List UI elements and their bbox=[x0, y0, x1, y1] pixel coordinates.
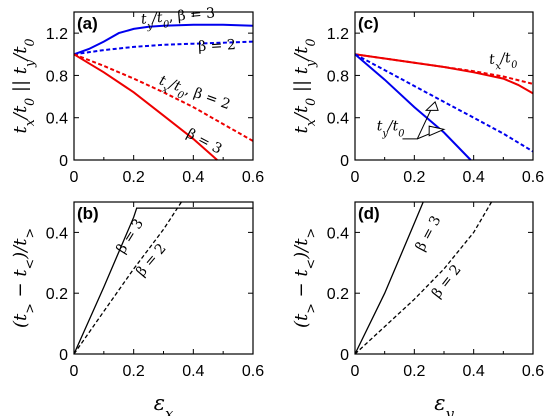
plot-frame bbox=[354, 201, 534, 355]
panel-tag: (c) bbox=[358, 14, 379, 33]
x-tick-label: 0 bbox=[70, 169, 79, 186]
x-tick-label: 0.6 bbox=[522, 169, 544, 186]
annotation: tx/t0, β = 2 bbox=[156, 73, 233, 118]
series-line bbox=[73, 53, 254, 142]
panel-b: 0 0.2 0.4 0.6 0 0.2 0.4 (b) (t> − t<)/t> εx β = 3β… bbox=[10, 201, 264, 416]
annotation: ty/t0 bbox=[377, 118, 405, 139]
x-tick-label: 0.4 bbox=[182, 363, 204, 380]
annotation: β = 2 bbox=[429, 262, 465, 302]
panel-tag: (a) bbox=[77, 14, 98, 33]
x-tick-label: 0.4 bbox=[463, 363, 485, 380]
plot-frame bbox=[73, 11, 254, 161]
y-tick-label: 0.8 bbox=[327, 68, 349, 85]
series-line bbox=[73, 40, 254, 56]
x-tick-label: 0.2 bbox=[403, 169, 425, 186]
y-tick-label: 0.2 bbox=[46, 286, 68, 303]
y-tick-label: 0.4 bbox=[327, 225, 349, 242]
panel-tag: (d) bbox=[358, 204, 380, 223]
annotation: ty/t0, β = 3 bbox=[140, 5, 216, 32]
plot-frame bbox=[354, 11, 534, 161]
y-tick-label: 0.4 bbox=[327, 111, 349, 128]
series-line bbox=[354, 53, 472, 161]
x-tick-label: 0.2 bbox=[123, 169, 145, 186]
y-tick-label: 1.2 bbox=[46, 26, 68, 43]
series-line bbox=[73, 201, 182, 355]
x-axis-label: εx bbox=[154, 391, 174, 416]
y-tick-label: 0 bbox=[340, 153, 349, 170]
y-axis-label: tx/t0 || ty/t0 bbox=[291, 39, 318, 134]
x-tick-label: 0.2 bbox=[123, 363, 145, 380]
y-tick-label: 0 bbox=[59, 347, 68, 364]
annotation: tx/t0 bbox=[488, 50, 517, 73]
x-tick-label: 0 bbox=[351, 169, 360, 186]
plot-frame bbox=[73, 201, 254, 355]
y-tick-label: 0.8 bbox=[46, 68, 68, 85]
series-line bbox=[354, 201, 424, 355]
series-line bbox=[354, 53, 534, 153]
x-tick-label: 0.4 bbox=[463, 169, 485, 186]
annotation: β = 3 bbox=[184, 126, 225, 158]
y-tick-label: 0.4 bbox=[46, 111, 68, 128]
x-tick-label: 0 bbox=[70, 363, 79, 380]
series-line bbox=[354, 53, 534, 85]
y-axis-label: (t> − t<)/t> bbox=[291, 228, 318, 328]
panel-c: 0 0.2 0.4 0.6 0 0.4 0.8 1.2 (c) tx/t0 || ty/t0 tx/… bbox=[291, 11, 544, 186]
x-tick-label: 0.2 bbox=[403, 363, 425, 380]
y-axis-label: tx/t0 || ty/t0 bbox=[10, 39, 37, 134]
y-tick-label: 0 bbox=[59, 153, 68, 170]
y-tick-label: 1.2 bbox=[327, 26, 349, 43]
arrow-head bbox=[428, 125, 446, 137]
annotation: β = 2 bbox=[198, 37, 236, 55]
series-line bbox=[354, 201, 493, 355]
annotation: β = 2 bbox=[133, 241, 169, 280]
x-tick-label: 0.4 bbox=[182, 169, 204, 186]
x-tick-label: 0.6 bbox=[242, 363, 264, 380]
y-tick-label: 0 bbox=[340, 347, 349, 364]
y-tick-label: 0.2 bbox=[327, 286, 349, 303]
panel-d: 0 0.2 0.4 0.6 0 0.2 0.4 (d) (t> − t<)/t> εy β = 3 β… bbox=[291, 201, 544, 416]
y-tick-label: 0.4 bbox=[46, 225, 68, 242]
x-tick-label: 0.6 bbox=[522, 363, 544, 380]
x-tick-label: 0 bbox=[351, 363, 360, 380]
arrow-head bbox=[424, 100, 439, 111]
y-axis-label: (t> − t<)/t> bbox=[10, 228, 37, 328]
series-line bbox=[73, 23, 254, 56]
annotation: β = 3 bbox=[114, 216, 148, 256]
series-line bbox=[73, 53, 218, 161]
panel-tag: (b) bbox=[77, 204, 99, 223]
x-axis-label: εy bbox=[434, 391, 454, 416]
annotation: β = 3 bbox=[413, 213, 445, 254]
x-tick-label: 0.6 bbox=[242, 169, 264, 186]
panel-a: 0 0.2 0.4 0.6 0 0.4 0.8 1.2 (a) tx/t0 || ty/t0 ty/… bbox=[10, 5, 264, 186]
series-line bbox=[73, 207, 253, 355]
